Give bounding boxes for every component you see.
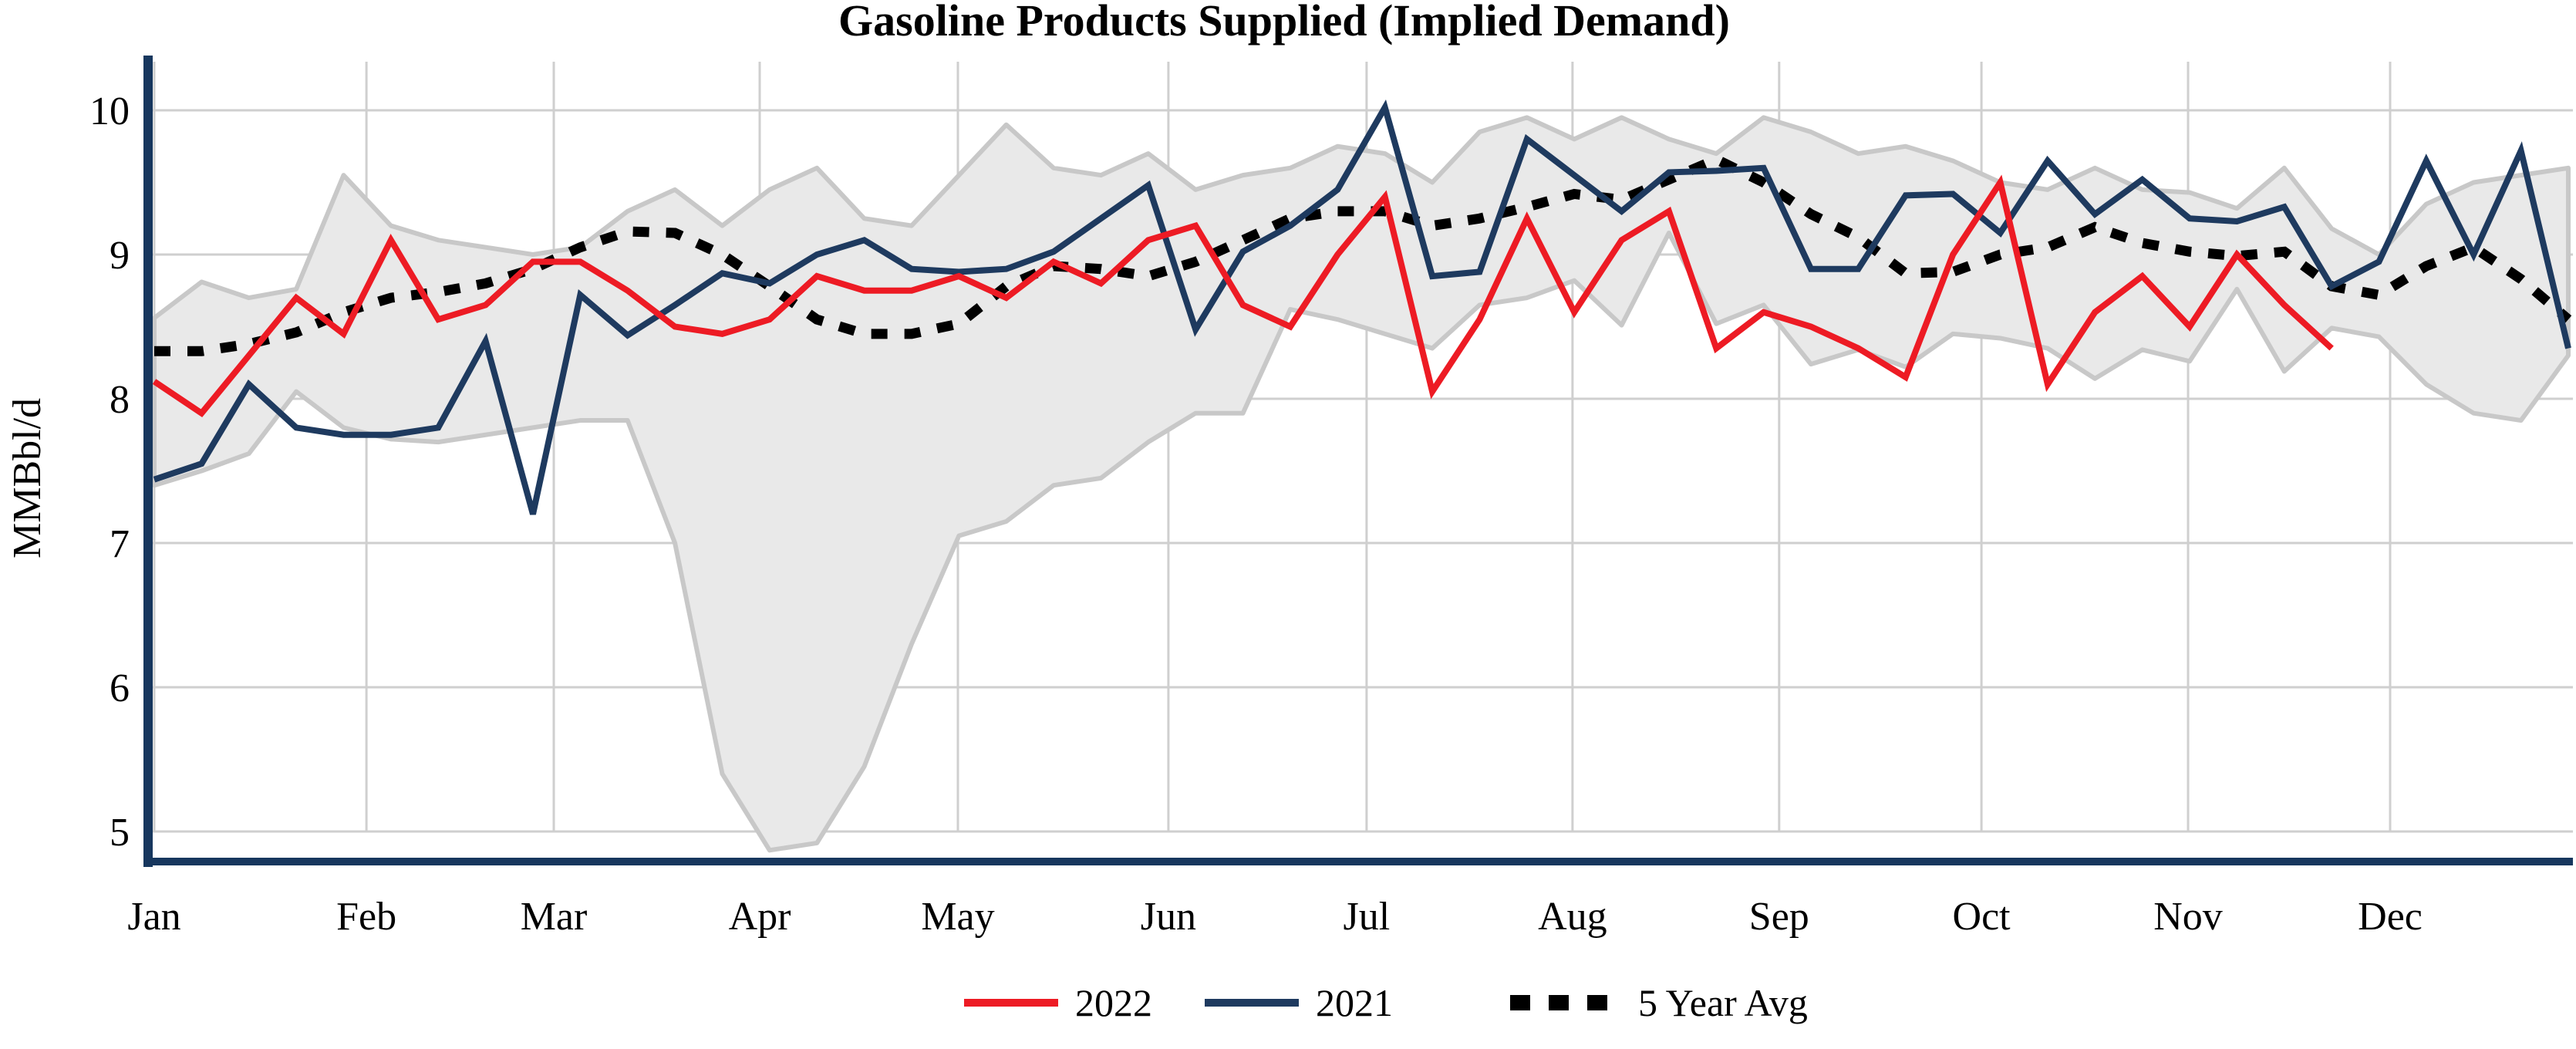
axis-tick-labels: 10 9 8 7 6 5 Jan Feb Mar Apr May Jun Jul Aug Sep Oct Nov… (89, 89, 2423, 939)
legend-label-2022: 2022 (1075, 981, 1152, 1024)
x-tick-Jan: Jan (127, 895, 180, 939)
y-axis-label: MMBbl/d (5, 398, 49, 558)
y-tick-5: 5 (110, 811, 130, 855)
legend-label-2021: 2021 (1316, 981, 1393, 1024)
x-tick-Jul: Jul (1344, 895, 1391, 939)
series-2022-line (152, 174, 2334, 418)
x-tick-Oct: Oct (1953, 895, 2011, 939)
y-tick-7: 7 (110, 522, 130, 566)
series-lines (152, 100, 2572, 515)
x-tick-Mar: Mar (521, 895, 588, 939)
five-year-range-band (152, 115, 2571, 853)
x-tick-May: May (921, 895, 994, 939)
y-axis-spine (143, 56, 153, 867)
y-tick-9: 9 (110, 234, 130, 278)
x-tick-Aug: Aug (1538, 895, 1607, 939)
x-tick-Jun: Jun (1141, 895, 1196, 939)
y-tick-8: 8 (110, 378, 130, 422)
series-2021-line (153, 100, 2571, 515)
x-axis-spine (143, 858, 2573, 865)
chart-title: Gasoline Products Supplied (Implied Dema… (838, 0, 1730, 46)
y-tick-10: 10 (89, 89, 130, 133)
x-tick-Sep: Sep (1749, 895, 1809, 939)
x-tick-Nov: Nov (2153, 895, 2223, 939)
x-tick-Feb: Feb (336, 895, 396, 939)
y-tick-6: 6 (110, 666, 130, 710)
x-tick-Apr: Apr (729, 895, 791, 939)
legend-label-5yr-avg: 5 Year Avg (1638, 981, 1808, 1024)
five-year-range-area (152, 115, 2571, 853)
x-tick-Dec: Dec (2358, 895, 2423, 939)
legend: 2022 2021 5 Year Avg (964, 981, 1808, 1024)
